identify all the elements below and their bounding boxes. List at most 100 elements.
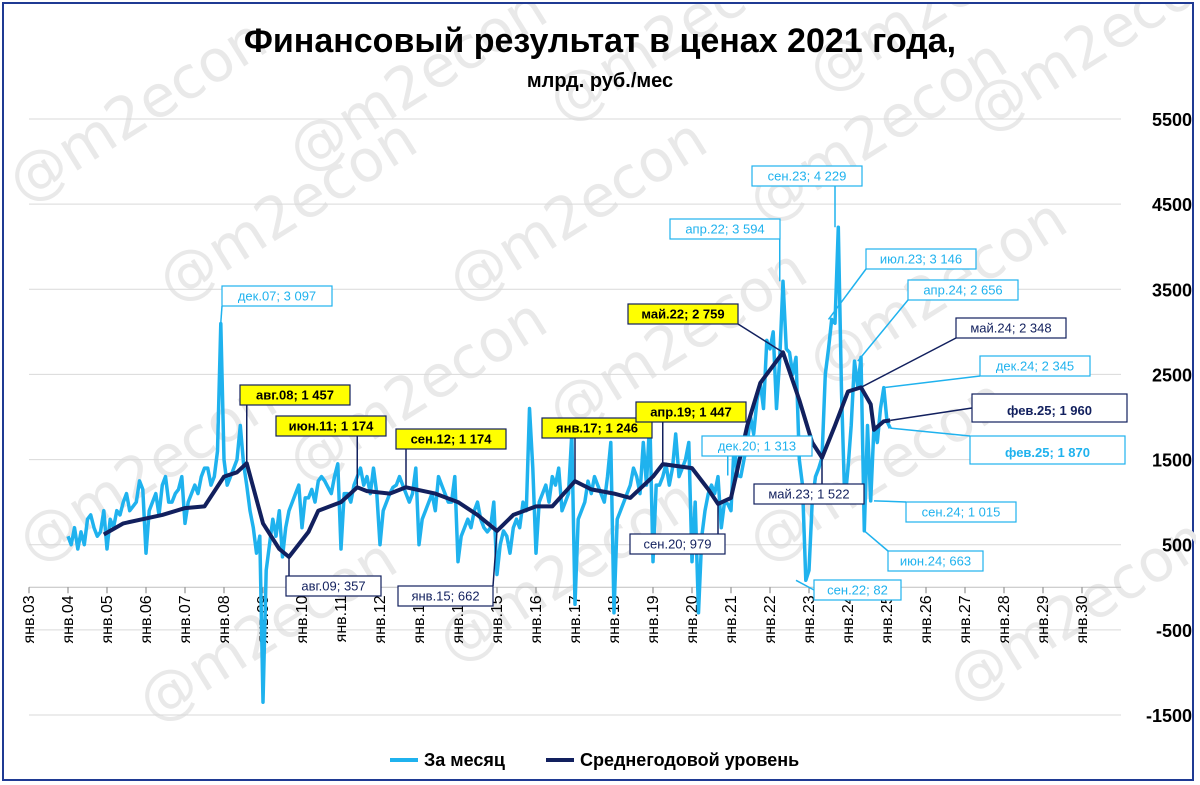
annotation: сен.22; 82: [795, 579, 902, 601]
y-tick-label: 1500: [1152, 451, 1192, 471]
x-tick-label: янв.10: [294, 595, 311, 643]
annotation: июн.24; 663: [863, 530, 984, 572]
annotation: сен.12; 1 174: [395, 428, 507, 488]
legend-label-monthly: За месяц: [424, 750, 505, 770]
annotation-box: [887, 550, 984, 572]
x-tick-label: янв.30: [1074, 595, 1091, 643]
x-axis-ticks: янв.03 янв.04 янв.05 янв.06 янв.07 янв.08 янв.…: [21, 586, 1121, 644]
series-line-annual: [102, 350, 891, 559]
annotation: янв.17; 1 246: [541, 417, 653, 482]
annual-series: [102, 350, 891, 559]
annotation-box: [627, 303, 739, 325]
y-tick-label: 5500: [1152, 110, 1192, 130]
annotation-box: [969, 435, 1126, 465]
annotation-box: [907, 279, 1019, 301]
annotation-leader: [863, 530, 889, 552]
x-tick-label: янв.19: [645, 595, 662, 643]
x-tick-label: янв.29: [1035, 595, 1052, 643]
y-tick-label: 4500: [1152, 195, 1192, 215]
annotation-box: [669, 218, 781, 240]
annotation-label: янв.15; 662: [411, 589, 479, 604]
annotation-box: [865, 248, 977, 270]
annotation-label: сен.22; 82: [827, 583, 888, 598]
annotation-box: [629, 533, 726, 555]
watermark-text: @m2econ: [435, 104, 718, 316]
x-tick-label: янв.17: [567, 595, 584, 643]
monthly-series: [66, 225, 892, 704]
annotation-leader: [737, 323, 784, 354]
x-tick-label: янв.21: [723, 595, 740, 643]
x-tick-label: янв.04: [60, 595, 77, 643]
y-tick-label: 2500: [1152, 365, 1192, 385]
series-line-monthly: [66, 225, 892, 704]
annotation-box: [979, 355, 1091, 377]
y-axis-ticks: -1500 -500 500 1500 2500 3500 4500 5500: [1146, 110, 1192, 726]
annotation-label: сен.23; 4 229: [768, 169, 847, 184]
annotation: сен.24; 1 015: [873, 500, 1017, 523]
x-tick-label: янв.08: [216, 595, 233, 643]
annotation: апр.19; 1 447: [635, 401, 747, 465]
annotation-box: [239, 384, 351, 406]
x-tick-label: янв.14: [450, 595, 467, 643]
x-tick-label: янв.13: [411, 595, 428, 643]
annotation-leader: [860, 337, 957, 389]
x-tick-label: янв.11: [333, 595, 350, 642]
annotation: май.22; 2 759: [627, 303, 784, 354]
chart-canvas: @m2econ@m2econ@m2econ@m2econ @m2econ @m2ec…: [4, 4, 1196, 770]
annotation: сен.20; 979: [629, 503, 726, 555]
annotation-box: [813, 579, 902, 601]
x-tick-label: янв.26: [918, 595, 935, 643]
annotation-box: [635, 401, 747, 423]
annotation-label: дек.07; 3 097: [238, 289, 316, 304]
annotation-label: дек.24; 2 345: [996, 359, 1074, 374]
annotation-leader: [883, 375, 981, 389]
x-tick-label: янв.06: [138, 595, 155, 643]
watermark-text: @m2econ: [935, 504, 1196, 716]
y-tick-label: -1500: [1146, 706, 1192, 726]
annotation-label: авг.09; 357: [301, 579, 365, 594]
annotation-label: апр.19; 1 447: [650, 405, 732, 420]
legend-label-annual: Среднегодовой уровень: [580, 750, 799, 770]
x-tick-label: янв.28: [996, 595, 1013, 643]
annotation-box: [971, 393, 1128, 423]
annotation-leader: [220, 305, 223, 324]
annotation-label: май.24; 2 348: [970, 321, 1051, 336]
annotation-label: авг.08; 1 457: [256, 388, 334, 403]
annotation-box: [397, 585, 494, 607]
annotation: авг.08; 1 457: [239, 384, 351, 464]
annotation: фев.25; 1 870: [890, 427, 1126, 465]
chart-title: Финансовый результат в ценах 2021 года,: [243, 22, 957, 60]
annotation-leader: [890, 427, 971, 437]
x-tick-label: янв.25: [879, 595, 896, 643]
x-tick-label: янв.16: [528, 595, 545, 643]
annotation: июл.23; 3 146: [827, 248, 977, 320]
annotation-box: [955, 317, 1067, 339]
x-tick-label: янв.03: [21, 595, 38, 643]
annotation-label: июн.11; 1 174: [289, 419, 375, 434]
annotation-box: [701, 435, 813, 457]
annotation-label: июн.24; 663: [900, 554, 971, 569]
x-tick-label: янв.18: [606, 595, 623, 643]
annotation: янв.15; 662: [397, 530, 498, 607]
annotation-label: апр.24; 2 656: [923, 283, 1002, 298]
y-tick-label: 500: [1162, 536, 1192, 556]
annotation-leader: [492, 530, 498, 587]
annotation-label: май.22; 2 759: [641, 307, 724, 322]
x-tick-label: янв.22: [762, 595, 779, 643]
annotation-label: сен.12; 1 174: [411, 432, 493, 447]
annotation: дек.07; 3 097: [220, 285, 333, 324]
x-tick-label: янв.24: [840, 595, 857, 643]
chart-subtitle: млрд. руб./мес: [526, 70, 674, 92]
annotation-label: сен.20; 979: [644, 537, 712, 552]
annotation-label: янв.17; 1 246: [556, 421, 638, 436]
legend: За месяц Среднегодовой уровень: [390, 750, 799, 770]
annotation-box: [221, 285, 333, 307]
annotation: авг.09; 357: [285, 556, 382, 597]
annotation-label: фев.25; 1 960: [1007, 403, 1092, 418]
annotation: апр.22; 3 594: [669, 218, 781, 282]
annotation-box: [905, 501, 1017, 523]
annotation: июн.11; 1 174: [275, 415, 387, 488]
x-tick-label: янв.12: [372, 595, 389, 643]
x-tick-label: янв.23: [801, 595, 818, 643]
